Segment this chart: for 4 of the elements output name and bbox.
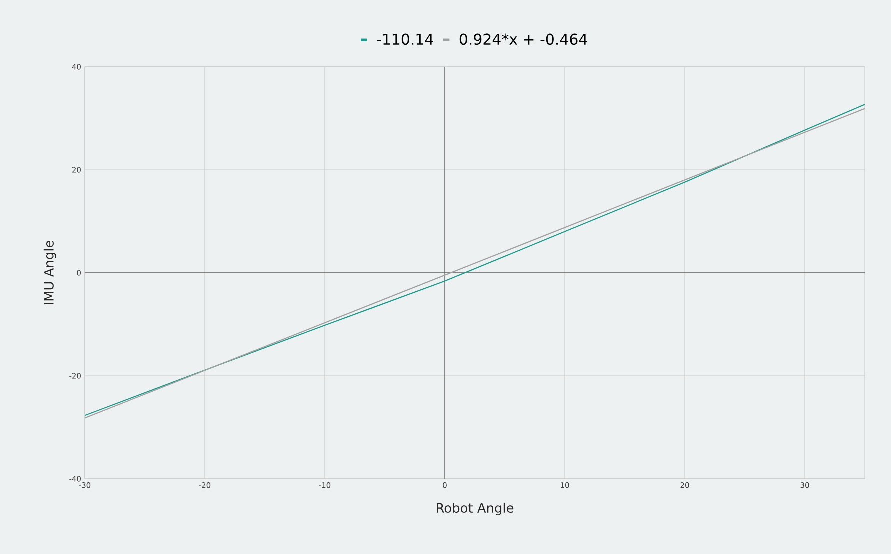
x-axis-title: Robot Angle [437, 503, 514, 516]
legend-label: -110.14 [377, 34, 434, 46]
legend-label: 0.924*x + -0.464 [460, 34, 588, 46]
y-axis-title: IMU Angle [44, 240, 56, 304]
